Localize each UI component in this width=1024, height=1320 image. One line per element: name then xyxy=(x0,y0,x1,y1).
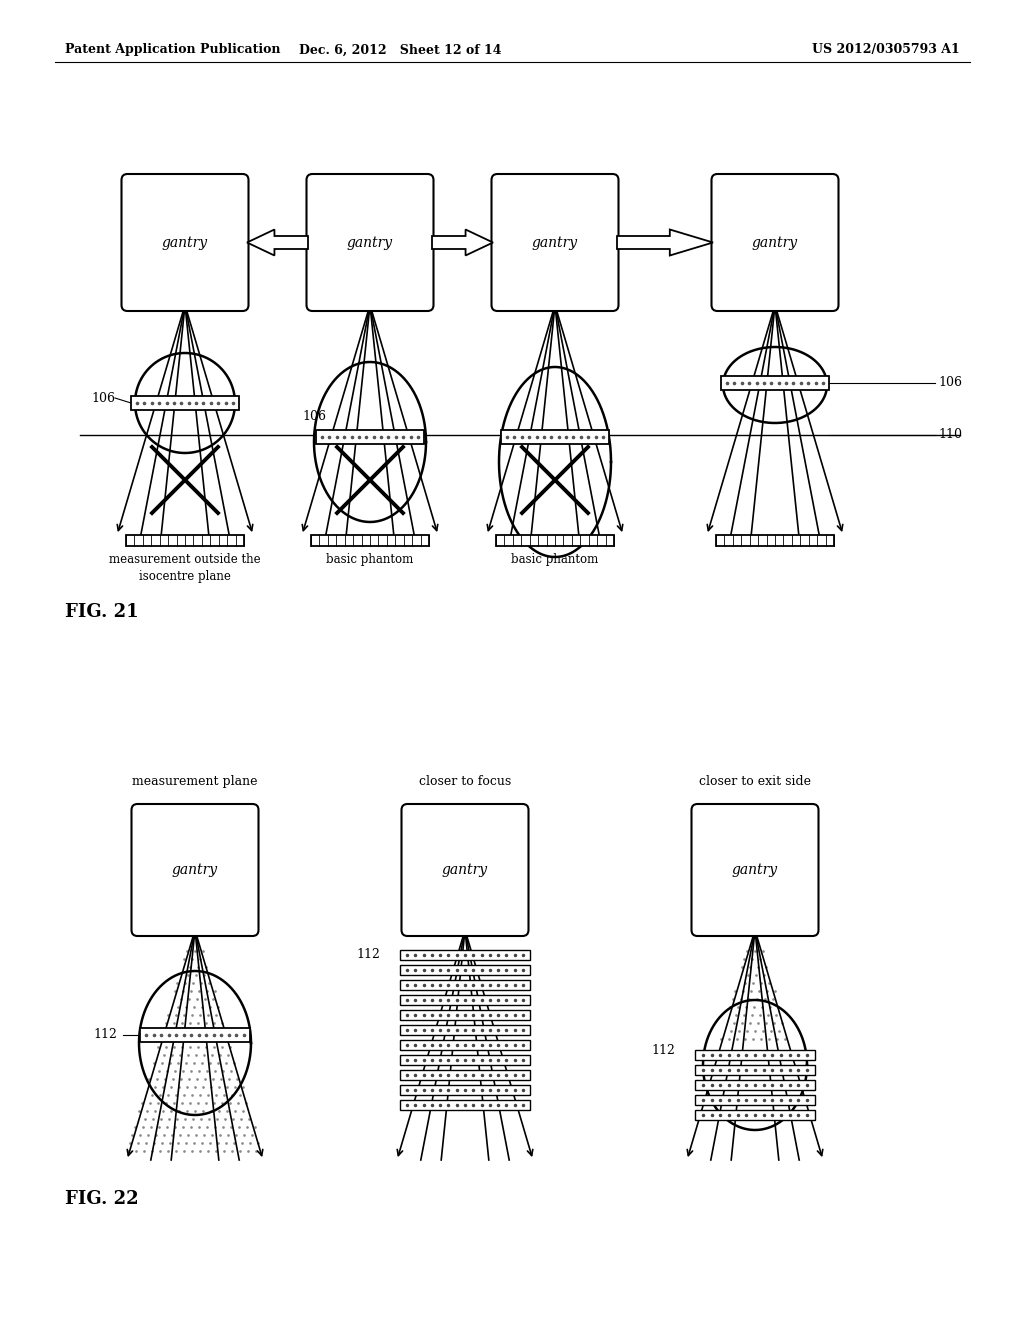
Text: measurement plane: measurement plane xyxy=(132,775,258,788)
Bar xyxy=(695,1096,815,1105)
Bar xyxy=(501,430,609,444)
Bar xyxy=(400,1055,530,1065)
Text: FIG. 21: FIG. 21 xyxy=(65,603,138,620)
Bar xyxy=(400,1040,530,1049)
Text: gantry: gantry xyxy=(752,235,798,249)
Bar xyxy=(400,1085,530,1096)
Bar xyxy=(311,535,429,546)
Text: gantry: gantry xyxy=(162,235,208,249)
Text: gantry: gantry xyxy=(732,863,778,876)
FancyBboxPatch shape xyxy=(691,804,818,936)
Text: Patent Application Publication: Patent Application Publication xyxy=(65,44,281,57)
Text: 112: 112 xyxy=(651,1044,675,1056)
Bar xyxy=(400,950,530,960)
Text: Dec. 6, 2012   Sheet 12 of 14: Dec. 6, 2012 Sheet 12 of 14 xyxy=(299,44,502,57)
FancyBboxPatch shape xyxy=(306,174,433,312)
Bar xyxy=(496,535,614,546)
Text: US 2012/0305793 A1: US 2012/0305793 A1 xyxy=(812,44,961,57)
FancyArrow shape xyxy=(247,230,308,256)
FancyBboxPatch shape xyxy=(492,174,618,312)
Bar xyxy=(721,376,829,389)
Text: gantry: gantry xyxy=(531,235,579,249)
Text: 106: 106 xyxy=(302,411,326,424)
Text: 106: 106 xyxy=(938,376,962,389)
Bar xyxy=(695,1080,815,1090)
Text: 106: 106 xyxy=(91,392,115,404)
Text: 110: 110 xyxy=(938,429,962,441)
Bar xyxy=(400,995,530,1005)
Text: gantry: gantry xyxy=(442,863,488,876)
Bar xyxy=(400,1100,530,1110)
FancyArrow shape xyxy=(432,230,493,256)
FancyArrow shape xyxy=(617,230,713,256)
Bar xyxy=(140,1028,250,1041)
Bar xyxy=(400,1010,530,1020)
Text: closer to focus: closer to focus xyxy=(419,775,511,788)
Text: basic phantom: basic phantom xyxy=(327,553,414,566)
Bar xyxy=(716,535,834,546)
Bar xyxy=(400,1071,530,1080)
Text: 112: 112 xyxy=(93,1028,117,1041)
Text: gantry: gantry xyxy=(347,235,393,249)
Bar xyxy=(400,1026,530,1035)
FancyBboxPatch shape xyxy=(131,804,258,936)
FancyBboxPatch shape xyxy=(401,804,528,936)
Bar xyxy=(126,535,244,546)
Bar xyxy=(695,1065,815,1074)
FancyBboxPatch shape xyxy=(712,174,839,312)
Bar xyxy=(316,430,424,444)
Bar xyxy=(400,965,530,975)
Text: closer to exit side: closer to exit side xyxy=(699,775,811,788)
Bar xyxy=(400,979,530,990)
Text: basic phantom: basic phantom xyxy=(511,553,599,566)
Text: FIG. 22: FIG. 22 xyxy=(65,1191,138,1208)
Bar xyxy=(695,1110,815,1119)
Text: measurement outside the
isocentre plane: measurement outside the isocentre plane xyxy=(110,553,261,583)
Text: 112: 112 xyxy=(356,949,380,961)
Bar xyxy=(695,1049,815,1060)
FancyBboxPatch shape xyxy=(122,174,249,312)
Text: gantry: gantry xyxy=(172,863,218,876)
Bar xyxy=(131,396,239,411)
